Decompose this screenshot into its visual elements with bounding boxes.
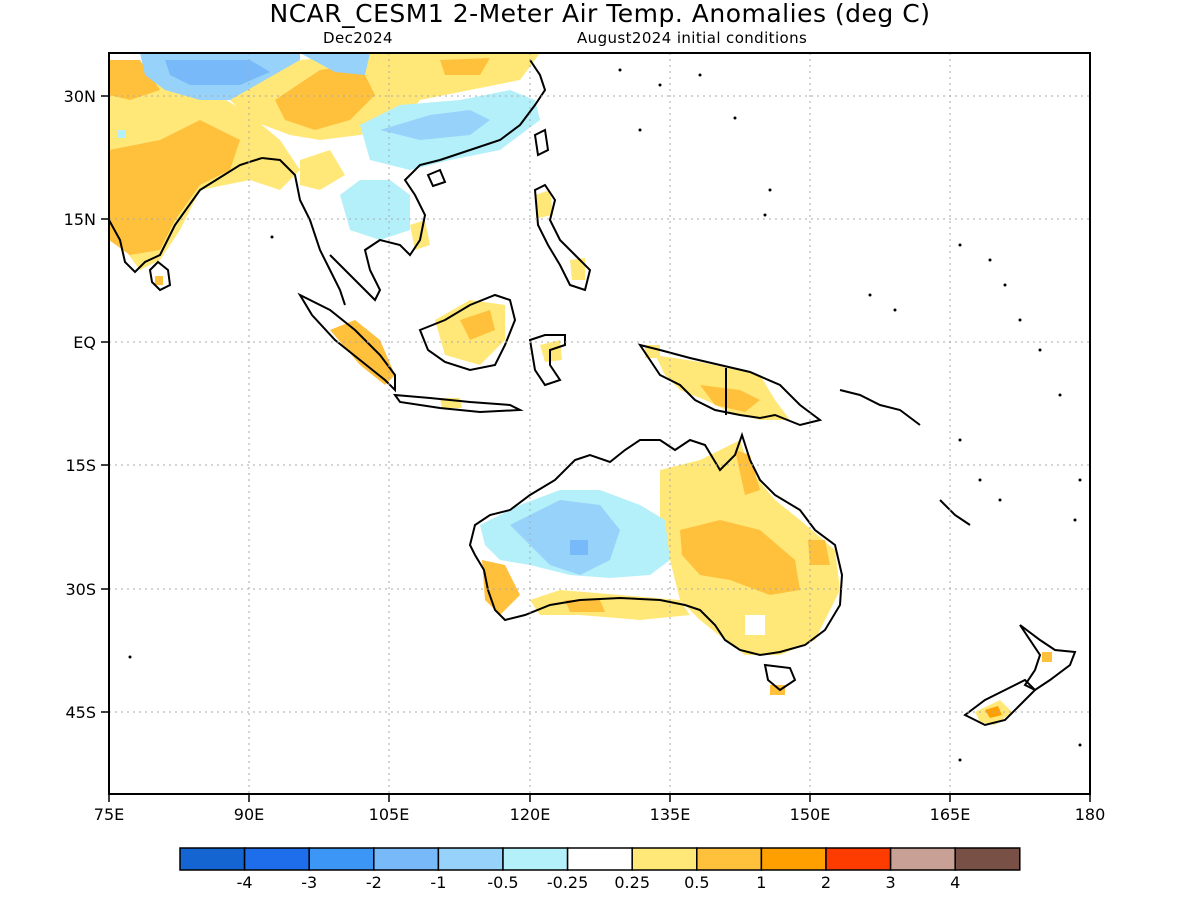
- lat-label-45s: 45S: [65, 703, 96, 722]
- legend-label: 3: [886, 873, 896, 892]
- initial-conditions: August2024 initial conditions: [577, 29, 808, 47]
- lon-label-135e: 135E: [650, 805, 691, 824]
- lat-label-30n: 30N: [64, 87, 96, 106]
- legend-label: -0.5: [487, 873, 518, 892]
- lon-label-75e: 75E: [94, 805, 124, 824]
- legend-swatch: [889, 847, 956, 871]
- lon-label-120e: 120E: [510, 805, 551, 824]
- lat-label-30s: 30S: [65, 580, 96, 599]
- legend-swatch: [760, 847, 827, 871]
- legend-label: 0.25: [614, 873, 650, 892]
- axis-ticks: [101, 95, 1091, 802]
- anomaly-shading: [109, 53, 1052, 725]
- legend-swatch: [437, 847, 504, 871]
- lat-label-eq: EQ: [73, 333, 96, 352]
- legend-label: -4: [237, 873, 253, 892]
- legend-swatch: [502, 847, 569, 871]
- legend-label: 0.5: [684, 873, 709, 892]
- color-legend: -4 -3 -2 -1 -0.5 -0.25 0.25 0.5 1 2 3 4: [179, 847, 1021, 892]
- legend-label: -0.25: [547, 873, 588, 892]
- legend-swatch: [566, 847, 633, 871]
- coastlines: [109, 59, 1077, 727]
- legend-swatch: [308, 847, 375, 871]
- legend-swatch: [954, 847, 1021, 871]
- legend-label: 4: [950, 873, 960, 892]
- lat-label-15s: 15S: [65, 456, 96, 475]
- legend-label: 2: [821, 873, 831, 892]
- legend-swatch: [179, 847, 246, 871]
- lon-label-180: 180: [1075, 805, 1106, 824]
- legend-swatch: [696, 847, 763, 871]
- legend-swatch: [631, 847, 698, 871]
- lon-label-165e: 165E: [930, 805, 971, 824]
- legend-label: -2: [366, 873, 382, 892]
- islands: [128, 68, 1082, 762]
- forecast-month: Dec2024: [323, 29, 393, 47]
- grid-lines: [109, 53, 1090, 794]
- legend-label: -3: [301, 873, 317, 892]
- legend-label: 1: [756, 873, 766, 892]
- legend-swatch: [243, 847, 310, 871]
- map-frame: [108, 52, 1091, 795]
- legend-swatch: [373, 847, 440, 871]
- lon-label-90e: 90E: [234, 805, 264, 824]
- legend-swatch: [825, 847, 892, 871]
- legend-label: -1: [430, 873, 446, 892]
- lat-label-15n: 15N: [64, 210, 96, 229]
- lon-label-105e: 105E: [369, 805, 410, 824]
- lon-label-150e: 150E: [790, 805, 831, 824]
- map-title: NCAR_CESM1 2-Meter Air Temp. Anomalies (…: [269, 0, 931, 28]
